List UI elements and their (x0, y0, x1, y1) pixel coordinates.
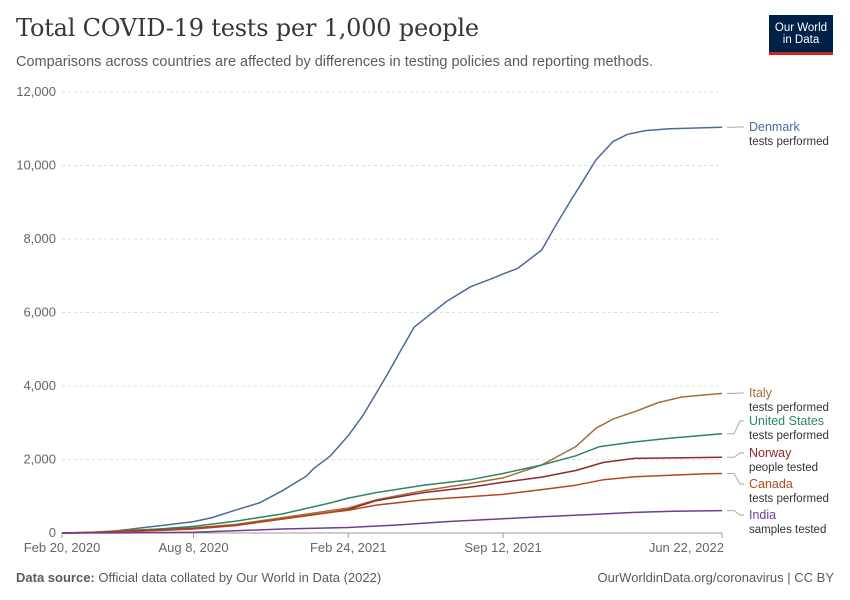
series-note-label: tests performed (749, 402, 829, 414)
series-note-label: tests performed (749, 136, 829, 148)
source-text: Official data collated by Our World in D… (98, 570, 382, 585)
series-lines (61, 126, 723, 534)
label-leader-line (727, 473, 744, 485)
x-tick-label: Feb 24, 2021 (310, 540, 387, 555)
series-line-united-states[interactable] (61, 433, 723, 534)
x-axis: Feb 20, 2020 Aug 8, 2020 Feb 24, 2021 Sep 1… (24, 532, 724, 555)
footer-link[interactable]: OurWorldinData.org/coronavirus | CC BY (597, 570, 834, 585)
x-tick-label: Aug 8, 2020 (158, 540, 228, 555)
x-tick-label: Jun 22, 2022 (649, 540, 724, 555)
series-note-label: tests performed (749, 493, 829, 505)
series-name-label[interactable]: Denmark (749, 120, 800, 134)
y-tick-label: 12,000 (16, 84, 56, 99)
series-note-label: tests performed (749, 430, 829, 442)
series-line-india[interactable] (61, 509, 723, 534)
y-tick-label: 8,000 (23, 231, 56, 246)
y-tick-label: 4,000 (23, 378, 56, 393)
series-line-denmark[interactable] (61, 126, 723, 534)
source-label: Data source: (16, 570, 95, 585)
logo-line-2: in Data (782, 33, 820, 46)
x-tick-label: Feb 20, 2020 (24, 540, 101, 555)
series-labels: Denmark tests performed Italy tests perform… (727, 120, 829, 536)
series-line-italy[interactable] (61, 392, 723, 534)
owid-logo[interactable]: Our World in Data (769, 15, 833, 55)
label-leader-line (727, 452, 744, 458)
logo-line-1: Our World (774, 21, 828, 34)
label-leader-line (727, 510, 744, 516)
series-line-norway[interactable] (61, 456, 723, 534)
series-name-label[interactable]: Norway (749, 446, 792, 460)
x-tick-label: Sep 12, 2021 (464, 540, 541, 555)
grid-lines (62, 91, 722, 460)
series-note-label: people tested (749, 462, 818, 474)
series-name-label[interactable]: Canada (749, 477, 793, 491)
chart-title: Total COVID-19 tests per 1,000 people (16, 14, 479, 42)
y-tick-label: 6,000 (23, 305, 56, 320)
chart-subtitle: Comparisons across countries are affecte… (16, 54, 654, 70)
label-leader-line (727, 420, 744, 435)
series-note-label: samples tested (749, 524, 826, 536)
y-tick-label: 0 (49, 525, 56, 540)
y-tick-label: 10,000 (16, 158, 56, 173)
series-line-canada[interactable] (61, 472, 723, 534)
series-name-label[interactable]: Italy (749, 386, 773, 400)
series-name-label[interactable]: India (749, 508, 776, 522)
footer-source: Data source: Official data collated by O… (16, 570, 381, 585)
y-tick-label: 2,000 (23, 452, 56, 467)
y-axis-tick-labels: 0 2,000 4,000 6,000 8,000 10,000 12,000 (16, 84, 56, 540)
series-name-label[interactable]: United States (749, 414, 824, 428)
